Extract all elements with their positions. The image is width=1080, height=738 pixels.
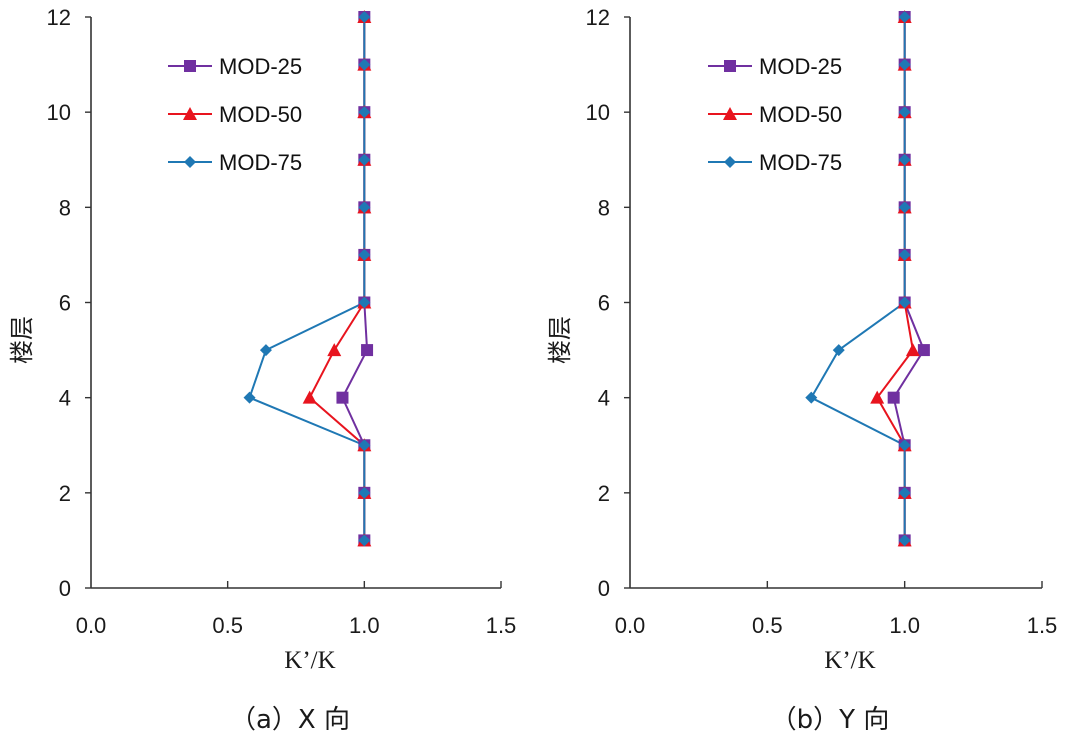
data-point xyxy=(898,201,911,214)
y-axis-title: 楼层 xyxy=(546,316,574,364)
panel-caption: （a）X 向 xyxy=(230,705,350,735)
data-point xyxy=(898,486,911,499)
x-tick-label: 1.5 xyxy=(1027,613,1058,638)
data-point xyxy=(302,390,317,404)
legend: MOD-25 MOD-50 MOD-75 xyxy=(168,54,302,175)
data-point xyxy=(898,153,911,166)
series-markers-mod-50 xyxy=(870,10,920,547)
legend-label: MOD-25 xyxy=(219,54,302,79)
x-tick-label: 0.5 xyxy=(752,613,783,638)
data-point xyxy=(898,11,911,23)
y-tick-label: 0 xyxy=(598,576,610,601)
legend-marker-icon xyxy=(723,107,737,120)
y-tick-label: 8 xyxy=(598,195,610,220)
data-point xyxy=(358,106,371,119)
data-point xyxy=(327,343,342,357)
series-markers-mod-75 xyxy=(243,11,371,547)
y-axis-title: 楼层 xyxy=(8,316,36,364)
legend-marker-icon xyxy=(184,60,196,72)
y-tick-label: 6 xyxy=(59,291,71,316)
data-point xyxy=(898,439,911,452)
y-tick-label: 8 xyxy=(59,195,71,220)
x-tick-label: 0.0 xyxy=(76,613,107,638)
legend-marker-icon xyxy=(724,156,736,168)
series-markers-mod-25 xyxy=(887,11,930,547)
legend-label: MOD-75 xyxy=(759,150,842,175)
series-line-mod-50 xyxy=(308,17,366,541)
data-point xyxy=(243,391,256,404)
legend-item: MOD-75 xyxy=(708,150,842,175)
data-point xyxy=(805,391,818,404)
data-point xyxy=(887,391,900,404)
x-axis-title: K’/K xyxy=(284,647,335,674)
legend-label: MOD-50 xyxy=(219,102,302,127)
data-point xyxy=(905,343,920,357)
series-line-mod-75 xyxy=(809,17,906,541)
legend-marker-icon xyxy=(724,60,736,72)
y-tick-label: 4 xyxy=(598,386,610,411)
legend-item: MOD-50 xyxy=(168,102,302,127)
data-point xyxy=(898,248,911,261)
x-tick-label: 0.0 xyxy=(615,613,646,638)
legend-item: MOD-25 xyxy=(708,54,842,79)
y-tick-label: 12 xyxy=(47,5,71,30)
legend-label: MOD-50 xyxy=(759,102,842,127)
data-point xyxy=(358,534,371,547)
legend: MOD-25 MOD-50 MOD-75 xyxy=(708,54,842,175)
y-tick-label: 4 xyxy=(59,386,71,411)
series-line-mod-25 xyxy=(892,17,926,541)
data-point xyxy=(358,486,371,499)
data-point xyxy=(358,439,371,452)
data-point xyxy=(336,391,349,404)
data-point xyxy=(361,344,374,357)
y-tick-label: 0 xyxy=(59,576,71,601)
y-tick-label: 6 xyxy=(598,291,610,316)
y-tick-label: 2 xyxy=(598,481,610,506)
panel-caption: （b）Y 向 xyxy=(771,705,890,735)
x-tick-label: 0.5 xyxy=(212,613,243,638)
y-tick-label: 10 xyxy=(586,100,610,125)
y-tick-label: 12 xyxy=(586,5,610,30)
y-tick-label: 10 xyxy=(47,100,71,125)
data-point xyxy=(870,390,885,404)
series-line-mod-75 xyxy=(248,17,366,541)
legend-label: MOD-75 xyxy=(219,150,302,175)
series-markers-mod-75 xyxy=(805,11,911,547)
data-point xyxy=(898,106,911,119)
x-tick-label: 1.5 xyxy=(486,613,517,638)
x-tick-label: 1.0 xyxy=(889,613,920,638)
data-point xyxy=(898,58,911,71)
data-point xyxy=(358,248,371,261)
series-markers-mod-50 xyxy=(302,10,372,547)
legend-item: MOD-75 xyxy=(168,150,302,175)
legend-item: MOD-25 xyxy=(168,54,302,79)
data-point xyxy=(358,58,371,71)
legend-item: MOD-50 xyxy=(708,102,842,127)
legend-marker-icon xyxy=(183,107,197,120)
data-point xyxy=(259,344,272,357)
data-point xyxy=(358,201,371,214)
data-point xyxy=(898,296,911,309)
legend-label: MOD-25 xyxy=(759,54,842,79)
data-point xyxy=(358,153,371,166)
series-line-mod-50 xyxy=(876,17,914,541)
data-point xyxy=(898,534,911,547)
x-tick-label: 1.0 xyxy=(349,613,380,638)
x-axis-title: K’/K xyxy=(824,647,875,674)
y-tick-label: 2 xyxy=(59,481,71,506)
data-point xyxy=(917,344,930,357)
series-markers-mod-25 xyxy=(336,11,374,547)
legend-marker-icon xyxy=(184,156,196,168)
data-point xyxy=(832,344,845,357)
data-point xyxy=(358,11,371,23)
data-point xyxy=(358,296,371,309)
